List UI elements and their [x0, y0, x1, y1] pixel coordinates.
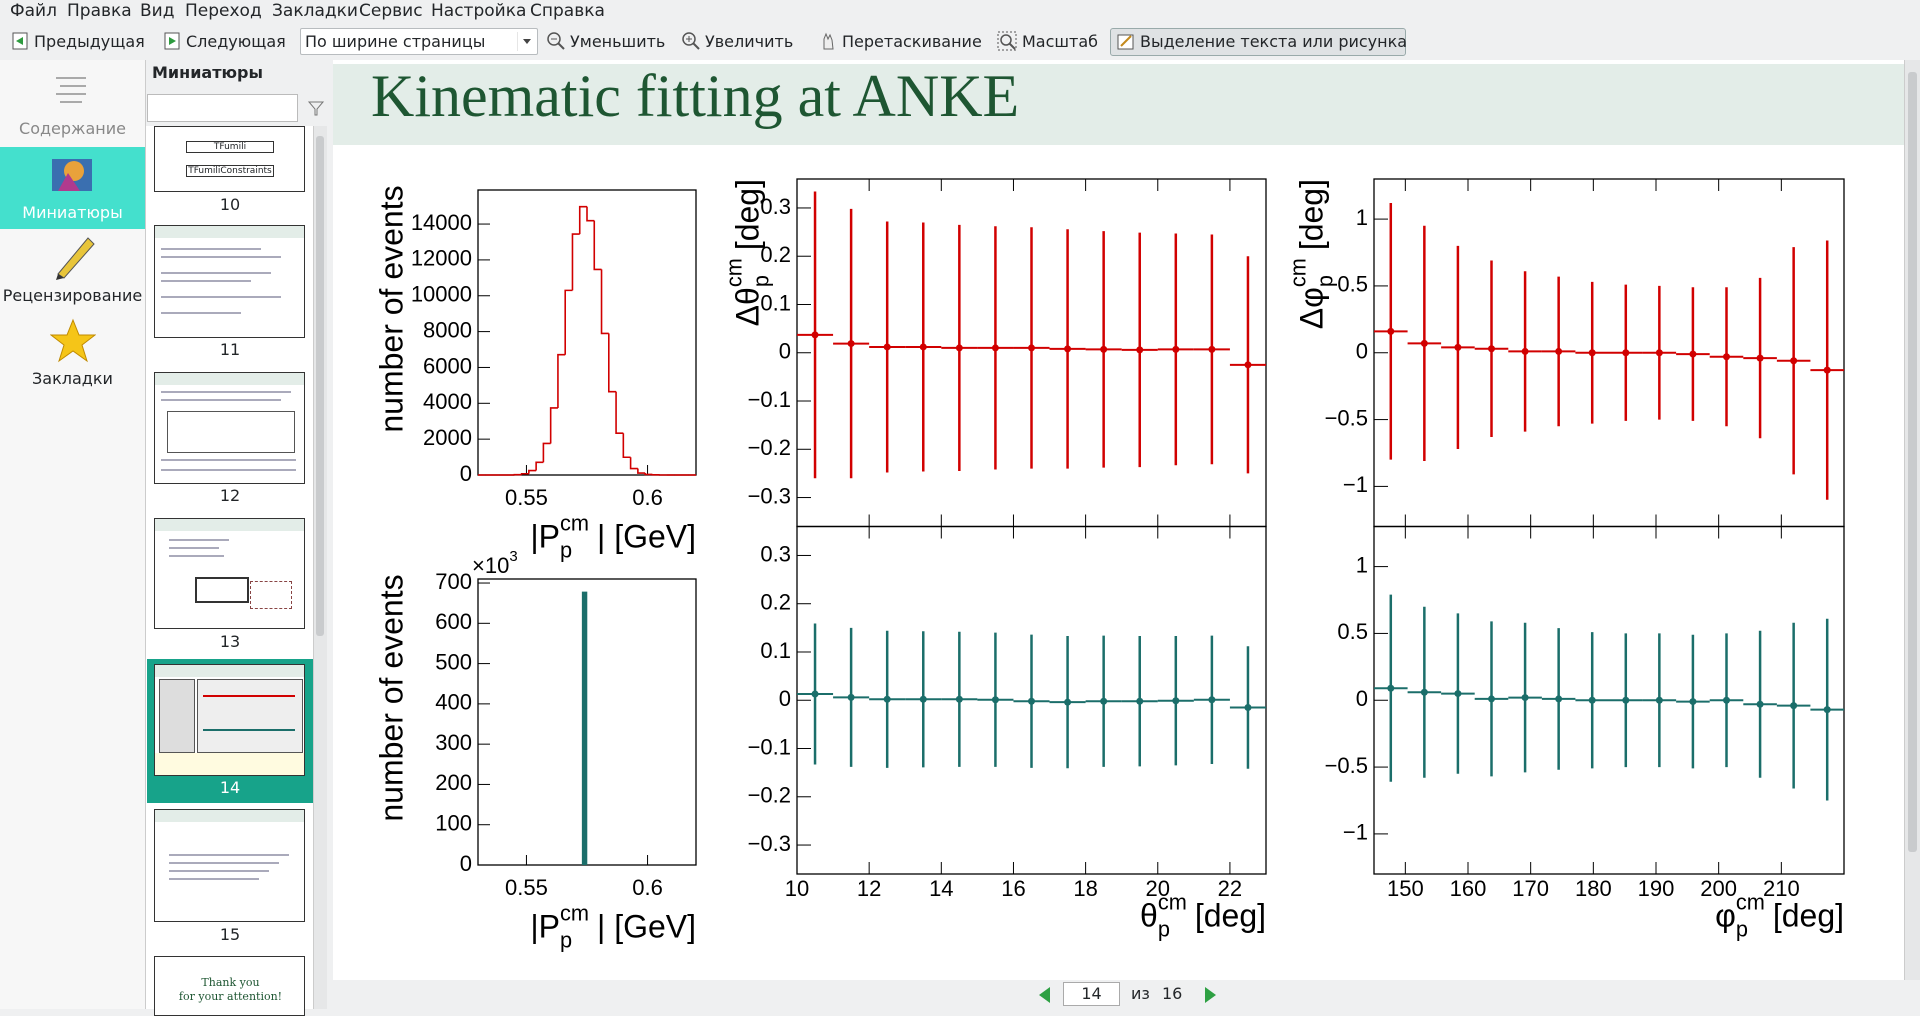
sidebar: Содержание Миниатюры Рецензирование Закл…: [0, 60, 146, 1009]
magnifier-icon[interactable]: [997, 31, 1017, 51]
thumbnail-text: Thank you: [155, 976, 305, 989]
menu-item[interactable]: Файл: [10, 1, 57, 21]
sidebar-tab[interactable]: Рецензирование: [0, 286, 145, 305]
toolbar: Предыдущая Следующая По ширине страницы …: [0, 25, 1920, 60]
next-page[interactable]: [1201, 985, 1219, 1005]
zoom-out-button[interactable]: Уменьшить: [570, 32, 665, 51]
selection-label: Выделение текста или рисунка: [1140, 32, 1407, 51]
menu-item[interactable]: Вид: [140, 1, 174, 21]
selection-icon: [1116, 32, 1136, 52]
scrollbar[interactable]: [313, 126, 327, 1009]
thumbnail-number[interactable]: 11: [147, 340, 313, 359]
page-input[interactable]: 14: [1063, 982, 1120, 1006]
menu-item[interactable]: Справка: [530, 1, 605, 21]
thumbnail[interactable]: [154, 518, 305, 629]
magnifier-button[interactable]: Масштаб: [1022, 32, 1098, 51]
zoom-out-icon[interactable]: [546, 31, 566, 51]
previous-button[interactable]: Предыдущая: [34, 32, 145, 51]
zoom-combo[interactable]: По ширине страницы: [300, 28, 538, 55]
page-scrollbar[interactable]: [1904, 60, 1920, 980]
thumbnail-text: TFumili: [186, 141, 274, 153]
next-icon[interactable]: [162, 31, 182, 51]
filter-box[interactable]: [147, 94, 298, 122]
previous-icon[interactable]: [10, 31, 30, 51]
review-icon: [52, 232, 96, 280]
pager: 14 из 16: [333, 980, 1904, 1009]
thumbnails-title: Миниатюры: [152, 63, 263, 82]
pager-of: из: [1131, 984, 1150, 1003]
menu-item[interactable]: Настройка: [431, 1, 526, 21]
next-button[interactable]: Следующая: [186, 32, 286, 51]
zoom-in-button[interactable]: Увеличить: [705, 32, 793, 51]
thumbnail[interactable]: [154, 372, 305, 484]
thumbnail[interactable]: [154, 664, 305, 776]
browse-button[interactable]: Перетаскивание: [842, 32, 982, 51]
thumbnail-number[interactable]: 15: [147, 925, 313, 944]
zoom-in-icon[interactable]: [681, 31, 701, 51]
sidebar-tab[interactable]: Закладки: [0, 369, 145, 388]
menu-item[interactable]: Правка: [67, 1, 132, 21]
previous-page[interactable]: [1036, 985, 1054, 1005]
contents-icon: [52, 72, 92, 112]
sidebar-tab-label: Миниатюры: [0, 203, 145, 222]
thumbnail[interactable]: [154, 809, 305, 922]
combo-arrow: [517, 29, 537, 54]
zoom-mode: По ширине страницы: [305, 32, 485, 51]
menu-item[interactable]: Закладки: [272, 1, 358, 21]
menu-item[interactable]: Переход: [185, 1, 262, 21]
selection-button[interactable]: Выделение текста или рисунка: [1110, 28, 1406, 56]
slide-page: Kinematic fitting at ANKE: [333, 60, 1904, 980]
thumbnail[interactable]: Thank you for your attention!: [154, 956, 305, 1016]
thumbnail[interactable]: TFumili TFumiliConstraints: [154, 126, 305, 192]
bookmarks-icon: [50, 318, 96, 364]
scroll-thumb[interactable]: [316, 136, 324, 636]
thumbnail-number[interactable]: 12: [147, 486, 313, 505]
menu-bar: Файл Правка Вид Переход Закладки Сервис …: [0, 0, 1920, 24]
page-total: 16: [1162, 984, 1182, 1003]
thumbnails-icon: [50, 155, 94, 195]
thumbnail-number[interactable]: 10: [147, 195, 313, 214]
thumbnail-number[interactable]: 14: [147, 778, 313, 797]
slide-title: Kinematic fitting at ANKE: [371, 62, 1019, 131]
sidebar-tab[interactable]: Содержание: [0, 119, 145, 138]
thumbnail-text: TFumiliConstraints: [186, 165, 274, 177]
menu-item[interactable]: Сервис: [359, 1, 423, 21]
scroll-thumb[interactable]: [1908, 72, 1917, 852]
browse-icon[interactable]: [818, 31, 838, 51]
filter-icon[interactable]: [306, 98, 326, 118]
thumbnail[interactable]: [154, 225, 305, 338]
thumbnail-text: for your attention!: [155, 990, 305, 1003]
thumbnail-number[interactable]: 13: [147, 632, 313, 651]
sidebar-tab-selected[interactable]: Миниатюры: [0, 147, 145, 229]
